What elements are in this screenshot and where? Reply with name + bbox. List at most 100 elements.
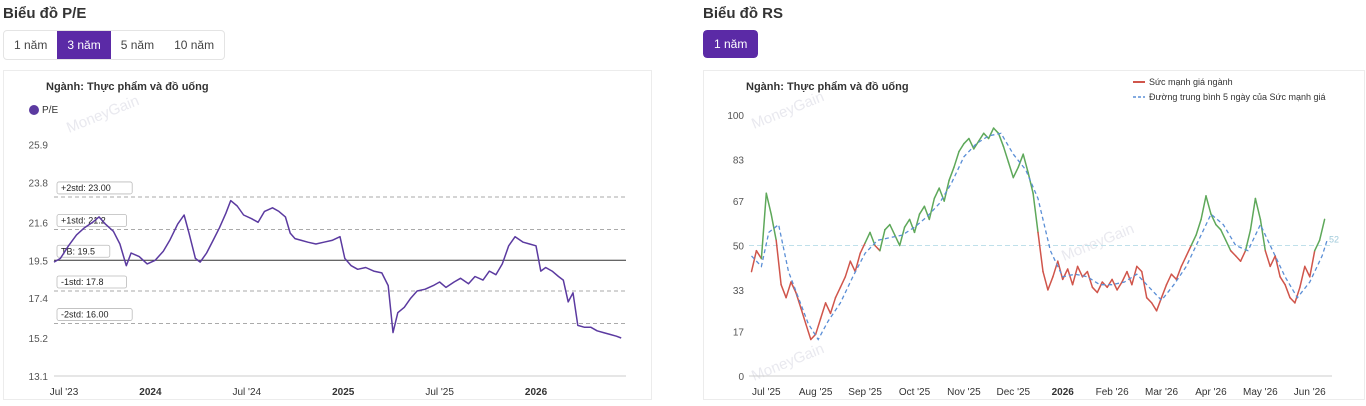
rs-strength-segment bbox=[1220, 229, 1227, 242]
pe-x-tick-label: Jul '25 bbox=[425, 387, 454, 398]
rs-strength-segment bbox=[913, 213, 921, 234]
rs-strength-segment bbox=[849, 260, 856, 273]
pe-y-tick-label: 21.6 bbox=[29, 218, 49, 229]
rs-strength-segment bbox=[1066, 268, 1074, 286]
rs-strength-segment bbox=[1185, 244, 1192, 257]
rs-strength-segment bbox=[775, 239, 782, 286]
rs-strength-segment bbox=[889, 223, 896, 236]
pe-x-tick-label: 2026 bbox=[525, 387, 548, 398]
tab-10-years[interactable]: 10 năm bbox=[174, 38, 215, 52]
rs-strength-segment bbox=[1304, 265, 1311, 278]
rs-strength-segment bbox=[844, 260, 852, 278]
pe-reference-label: +2std: 23.00 bbox=[61, 183, 111, 193]
rs-x-tick-label: Jun '26 bbox=[1294, 387, 1326, 398]
pe-reference-label-box bbox=[56, 181, 133, 195]
rs-strength-segment bbox=[1061, 268, 1069, 281]
pe-y-tick-label: 17.4 bbox=[29, 294, 49, 305]
rs-strength-segment bbox=[1022, 153, 1029, 174]
tab-1-year[interactable]: 1 năm bbox=[14, 38, 48, 52]
rs-strength-segment bbox=[968, 137, 975, 150]
rs-strength-segment bbox=[1091, 286, 1099, 294]
pe-chart-title: Biểu đồ P/E bbox=[3, 5, 87, 22]
rs-y-tick-label: 83 bbox=[733, 155, 745, 166]
rs-strength-segment bbox=[829, 296, 837, 315]
rs-strength-segment bbox=[760, 192, 768, 260]
rs-strength-segment bbox=[963, 137, 970, 145]
rs-strength-segment bbox=[1279, 276, 1286, 286]
rs-strength-segment bbox=[785, 281, 792, 299]
rs-strength-segment bbox=[973, 140, 980, 150]
rs-strength-segment bbox=[953, 150, 960, 168]
rs-strength-segment bbox=[1318, 218, 1326, 242]
pe-x-tick-label: 2024 bbox=[139, 387, 162, 398]
rs-strength-segment bbox=[1200, 195, 1207, 221]
rs-strength-segment bbox=[1037, 231, 1044, 273]
rs-strength-segment bbox=[903, 218, 911, 228]
rs-watermark: MoneyGain bbox=[749, 88, 827, 133]
pe-reference-label-box bbox=[56, 244, 111, 258]
rs-strength-segment bbox=[1111, 278, 1118, 291]
pe-y-tick-label: 25.9 bbox=[29, 141, 49, 152]
rs-strength-segment bbox=[1012, 166, 1020, 179]
rs-strength-segment bbox=[1239, 249, 1247, 262]
rs-strength-segment bbox=[977, 132, 985, 142]
pe-reference-label-box bbox=[56, 214, 127, 227]
rs-strength-segment bbox=[824, 302, 832, 315]
rs-strength-segment bbox=[814, 317, 822, 335]
rs-strength-segment bbox=[943, 179, 950, 202]
rs-x-tick-label: 2026 bbox=[1052, 387, 1075, 398]
rs-strength-segment bbox=[884, 223, 891, 231]
rs-strength-segment bbox=[1180, 255, 1188, 268]
pe-reference-label-box bbox=[56, 308, 133, 321]
tab-rs-1-year[interactable]: 1 năm bbox=[703, 30, 759, 58]
rs-strength-segment bbox=[1190, 234, 1197, 247]
rs-strength-segment bbox=[898, 226, 906, 247]
rs-strength-segment bbox=[1259, 218, 1267, 252]
rs-strength-segment bbox=[1274, 255, 1281, 278]
rs-strength-segment bbox=[1086, 270, 1094, 289]
rs-strength-segment bbox=[958, 142, 965, 153]
tab-5-years[interactable]: 5 năm bbox=[120, 38, 155, 52]
rs-strength-segment bbox=[1313, 239, 1321, 252]
pe-reference-label: TB: 19.5 bbox=[61, 246, 95, 256]
rs-strength-segment bbox=[923, 205, 931, 221]
rs-strength-segment bbox=[1234, 255, 1242, 262]
rs-legend-label-strength: Sức mạnh giá ngành bbox=[1149, 77, 1233, 87]
rs-y-tick-label: 100 bbox=[727, 111, 744, 122]
rs-strength-segment bbox=[1269, 255, 1276, 268]
rs-strength-segment bbox=[864, 231, 871, 244]
rs-x-tick-label: Apr '26 bbox=[1195, 387, 1227, 398]
rs-strength-segment bbox=[1076, 265, 1084, 278]
rs-strength-segment bbox=[1170, 273, 1178, 281]
rs-strength-segment bbox=[1289, 296, 1296, 304]
rs-strength-segment bbox=[928, 197, 936, 221]
rs-x-tick-label: Aug '25 bbox=[799, 387, 833, 398]
rs-strength-segment bbox=[933, 187, 940, 200]
pe-y-tick-label: 15.2 bbox=[29, 334, 49, 345]
rs-end-value-label: 52 bbox=[1329, 235, 1339, 245]
pe-y-tick-label: 19.5 bbox=[29, 256, 49, 267]
rs-strength-segment bbox=[1254, 197, 1262, 221]
rs-x-tick-label: Feb '26 bbox=[1096, 387, 1129, 398]
rs-strength-segment bbox=[765, 192, 772, 215]
rs-strength-segment bbox=[997, 132, 1005, 148]
rs-strength-segment bbox=[1047, 276, 1054, 291]
pe-series-line bbox=[53, 199, 622, 339]
rs-strength-segment bbox=[1175, 265, 1183, 281]
rs-chart-title: Biểu đồ RS bbox=[703, 5, 784, 22]
rs-strength-segment bbox=[1116, 281, 1123, 291]
rs-strength-segment bbox=[1145, 296, 1153, 304]
rs-strength-segment bbox=[908, 218, 916, 234]
pe-reference-label: -2std: 16.00 bbox=[61, 310, 109, 320]
rs-strength-segment bbox=[982, 132, 990, 140]
pe-reference-label-box bbox=[56, 275, 127, 289]
rs-strength-segment bbox=[1205, 195, 1212, 215]
rs-strength-segment bbox=[1299, 265, 1306, 289]
rs-strength-segment bbox=[1264, 249, 1271, 268]
rs-strength-segment bbox=[854, 252, 861, 273]
rs-strength-segment bbox=[938, 187, 945, 202]
rs-y-tick-label: 67 bbox=[733, 197, 745, 208]
tab-3-years[interactable]: 3 năm bbox=[57, 31, 111, 59]
rs-x-tick-label: Dec '25 bbox=[997, 387, 1031, 398]
rs-strength-segment bbox=[948, 166, 955, 182]
